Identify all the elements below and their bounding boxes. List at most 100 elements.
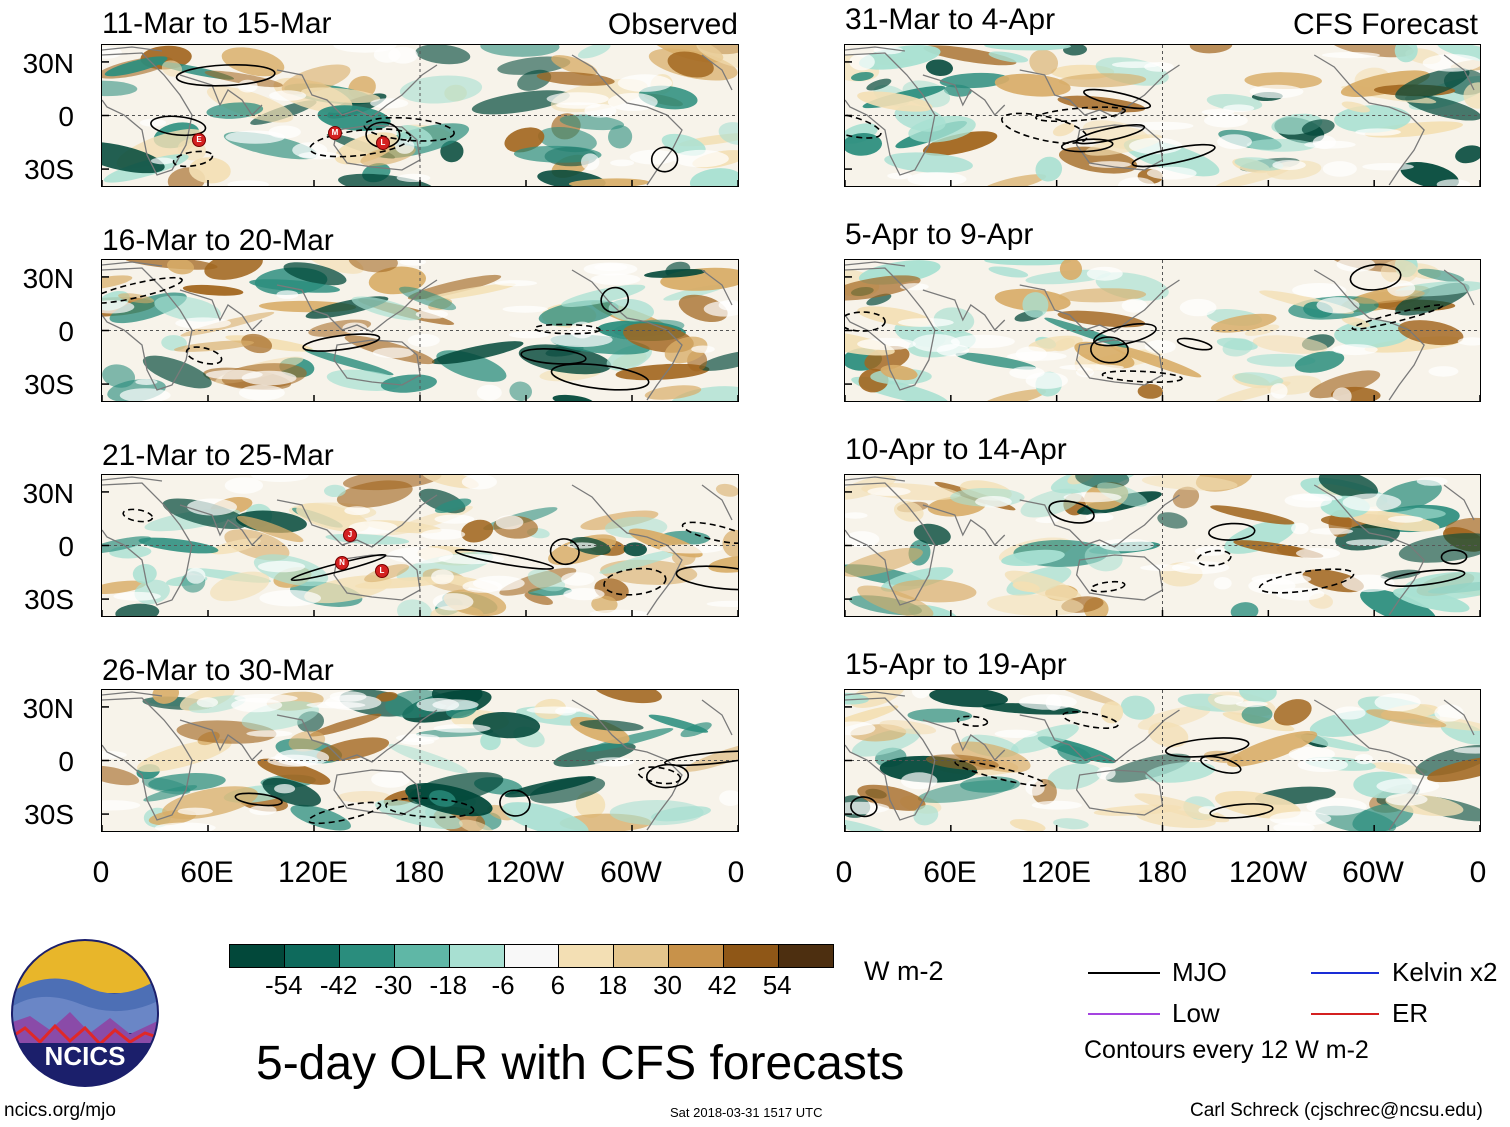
mjo-contour [1101, 370, 1183, 383]
neutral-region [975, 496, 1012, 508]
colorbar-swatch [449, 945, 505, 967]
legend-label-kelvin: Kelvin x2 [1392, 957, 1498, 987]
neutral-region [1007, 351, 1067, 361]
neutral-region [1025, 779, 1045, 796]
olr-anomaly-blob [1058, 73, 1147, 88]
neutral-region [269, 90, 307, 101]
colorbar-swatch [284, 945, 340, 967]
mjo-contour [954, 760, 1047, 787]
coastline [102, 697, 193, 821]
neutral-region [102, 800, 141, 811]
neutral-region [388, 46, 418, 64]
olr-anomaly-blob [1371, 762, 1428, 775]
legend-swatch-kelvin [1311, 972, 1379, 974]
olr-anomaly-blob [189, 157, 231, 184]
olr-anomaly-blob [1110, 344, 1202, 378]
mjo-contour [681, 521, 738, 545]
colorbar-tick-label: -6 [491, 970, 515, 1000]
neutral-region [495, 515, 524, 530]
footer-author: Carl Schreck (cjschrec@ncsu.edu) [1190, 1100, 1483, 1121]
mjo-contour [600, 286, 630, 314]
neutral-region [1387, 280, 1416, 297]
olr-anomaly-blob [102, 580, 146, 594]
legend-swatch-mjo [1088, 972, 1160, 974]
neutral-region [372, 347, 414, 359]
olr-anomaly-blob [922, 131, 998, 156]
neutral-region [867, 487, 911, 496]
neutral-region [1387, 515, 1424, 523]
neutral-region [610, 159, 635, 167]
neutral-region [1088, 161, 1132, 168]
mjo-contour [520, 348, 587, 365]
coastline [102, 52, 193, 176]
legend-label-mjo: MJO [1172, 957, 1227, 987]
neutral-region [415, 309, 449, 319]
neutral-region [150, 157, 174, 165]
mjo-contour [1349, 263, 1402, 291]
olr-anomaly-blob [1215, 790, 1301, 819]
olr-anomaly-blob [1463, 82, 1480, 109]
panel-title: 21-Mar to 25-Mar [102, 439, 334, 472]
ncics-logo: NCICS [10, 938, 160, 1088]
olr-anomaly-blob [304, 260, 364, 274]
olr-anomaly-blob [845, 819, 900, 831]
neutral-region [911, 690, 931, 699]
olr-anomaly-blob [593, 690, 662, 704]
lat-label-30n: 30N [22, 263, 74, 294]
olr-anomaly-blob [425, 283, 516, 301]
main-title: 5-day OLR with CFS forecasts [256, 1037, 905, 1090]
lon-label: 60E [923, 856, 977, 889]
olr-anomaly-blob [696, 45, 738, 71]
olr-anomaly-blob [715, 483, 738, 497]
coastline [102, 476, 163, 482]
olr-anomaly-blob [182, 284, 244, 296]
tropical-cyclone-marker: M [328, 126, 342, 140]
neutral-region [1291, 493, 1343, 502]
olr-anomaly-blob [316, 737, 390, 762]
olr-anomaly-blob [608, 125, 633, 149]
neutral-region [900, 283, 929, 291]
olr-anomaly-blob [152, 690, 179, 704]
olr-anomaly-blob [1340, 70, 1430, 98]
neutral-region [898, 318, 954, 327]
coastline [845, 476, 905, 482]
olr-anomaly-blob [513, 145, 602, 163]
neutral-region [718, 299, 738, 311]
lon-label: 120E [1020, 856, 1092, 889]
neutral-region [1111, 61, 1160, 68]
map-panel-observed-4 [101, 689, 739, 832]
neutral-region [1376, 778, 1440, 794]
lat-label-eq: 0 [58, 746, 74, 777]
olr-anomaly-blob [440, 140, 464, 163]
olr-anomaly-blob [1403, 571, 1480, 600]
mjo-contour [307, 801, 382, 825]
olr-anomaly-blob [204, 70, 283, 88]
coastline [1443, 484, 1475, 521]
olr-anomaly-blob [884, 152, 973, 173]
neutral-region [563, 588, 605, 601]
neutral-region [1128, 121, 1194, 131]
coastline [333, 769, 421, 816]
olr-anomaly-blob [460, 519, 494, 543]
olr-anomaly-blob [236, 515, 304, 543]
neutral-region [227, 180, 269, 186]
neutral-region [659, 544, 723, 554]
olr-anomaly-blob [324, 484, 346, 498]
coastline [701, 269, 733, 306]
olr-anomaly-blob [929, 690, 1008, 708]
map-panel-forecast-3 [844, 474, 1481, 617]
olr-anomaly-blob [1214, 166, 1291, 186]
neutral-region [274, 749, 330, 767]
olr-anomaly-blob [939, 72, 1010, 89]
colorbar-tick-label: -54 [265, 970, 303, 1000]
neutral-region [344, 506, 371, 516]
olr-anomaly-blob [138, 537, 219, 554]
neutral-region [994, 729, 1038, 738]
olr-anomaly-blob [1047, 763, 1102, 790]
olr-anomaly-blob [1189, 45, 1233, 54]
coastline [845, 691, 905, 697]
olr-anomaly-blob [994, 73, 1071, 97]
neutral-region [556, 102, 601, 109]
neutral-region [494, 280, 538, 287]
legend-swatch-er [1311, 1013, 1379, 1015]
